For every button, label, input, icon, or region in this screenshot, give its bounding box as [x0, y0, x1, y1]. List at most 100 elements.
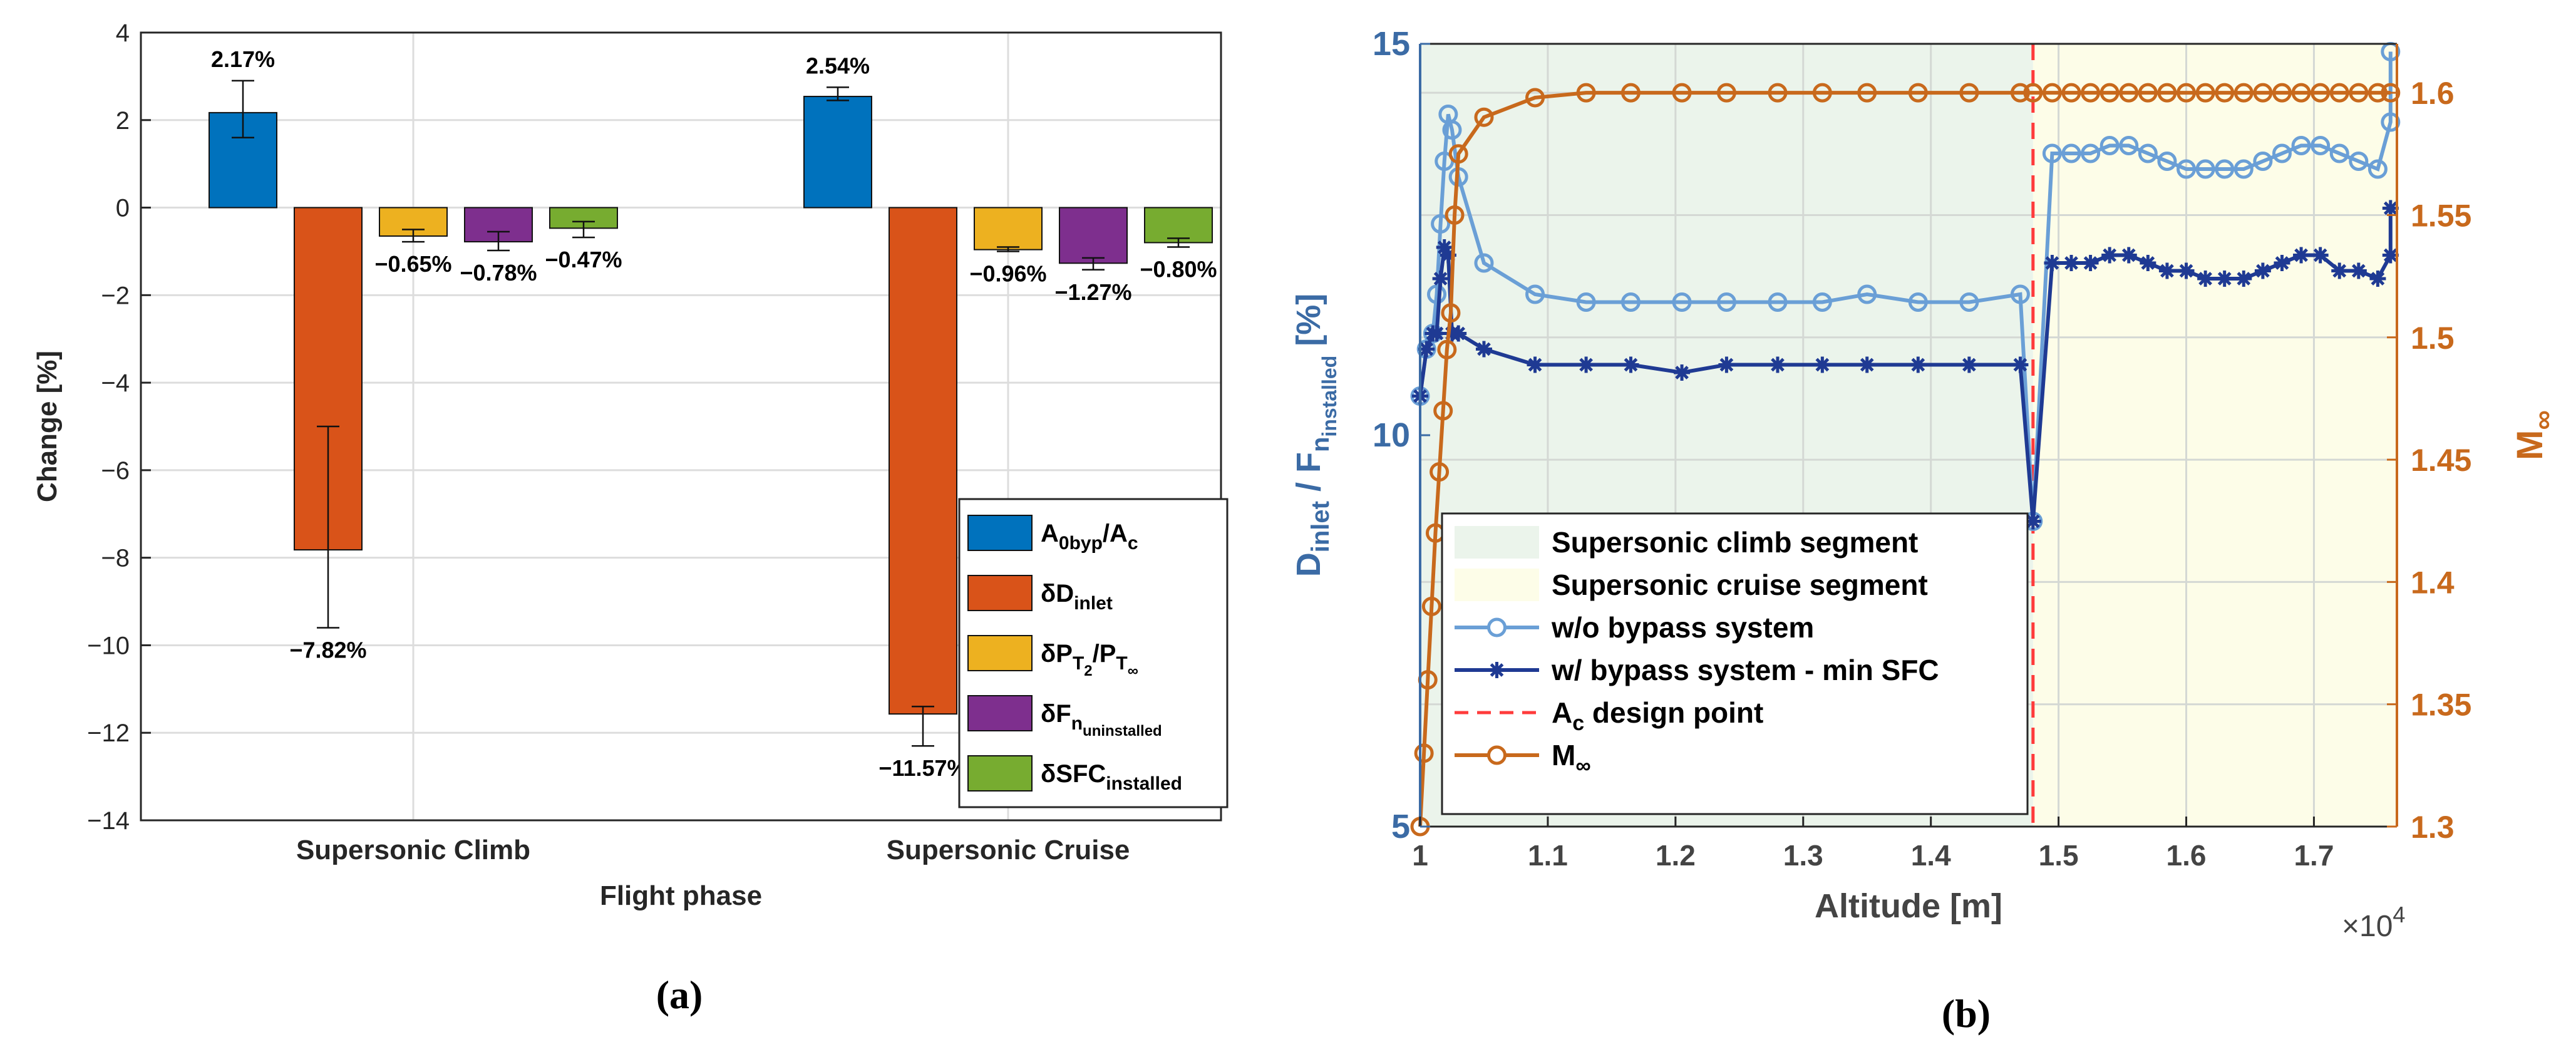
data-point [1442, 120, 1462, 140]
data-point [2215, 83, 2235, 103]
bar [1144, 207, 1213, 244]
data-point [1908, 292, 1928, 312]
data-point [1716, 83, 1736, 103]
data-point [2253, 152, 2273, 171]
data-point [2291, 136, 2311, 155]
data-point [1960, 356, 1977, 373]
y-tick-label: −4 [101, 369, 130, 397]
x-multiplier: ×104 [2342, 902, 2405, 943]
bar [889, 207, 957, 715]
data-point [2099, 83, 2120, 103]
series-line [1418, 51, 2393, 522]
data-point [1857, 284, 1877, 304]
data-point [2081, 143, 2101, 163]
panel-a: 2.17% 2.54% −7.82% −11.57% −0.65% −0.96% −0.78… [32, 19, 1229, 1017]
data-point [1622, 356, 1639, 373]
data-point [1769, 356, 1786, 373]
x-tick-label: 1.2 [1656, 839, 1696, 872]
y-tick-label-right: 1.3 [2411, 810, 2455, 845]
data-point [2329, 143, 2349, 163]
legend-swatch [967, 755, 1033, 792]
legend-label: Ac design point [1552, 696, 1763, 735]
legend-text: M [1552, 739, 1575, 771]
data-point [1445, 205, 1465, 225]
legend-subscript: ∞ [1575, 754, 1590, 778]
legend-label: w/o bypass system [1551, 611, 1814, 644]
x-tick-label: 1.5 [2039, 839, 2079, 872]
data-point [1858, 356, 1875, 373]
data-point [2233, 159, 2254, 179]
y-tick-label: −10 [87, 632, 130, 659]
data-point [1430, 462, 1450, 482]
data-point [1474, 107, 1494, 127]
legend-box [1441, 512, 2029, 815]
data-point [1437, 339, 1457, 359]
data-point [1431, 214, 1451, 234]
x-axis-label: Flight phase [600, 880, 762, 911]
data-point [1475, 341, 1492, 358]
legend-text: A [1552, 696, 1572, 729]
data-point [2329, 83, 2349, 103]
x-tick-label: 1.1 [1528, 839, 1568, 872]
data-point [2082, 255, 2099, 271]
multiplier-base: ×10 [2342, 910, 2393, 943]
y-tick-label-right: 1.6 [2411, 76, 2455, 111]
legend-swatch [967, 575, 1033, 611]
legend-swatch [967, 515, 1033, 551]
legend-subscript: 0byp [1059, 533, 1103, 554]
data-point [2197, 271, 2214, 287]
y-tick-label: −12 [87, 719, 130, 747]
data-point [2369, 271, 2386, 287]
legend-label: Supersonic cruise segment [1552, 569, 1928, 601]
data-point [1527, 356, 1543, 373]
legend-label: δDinlet [1041, 580, 1113, 614]
data-point [2119, 83, 2139, 103]
label-part: / F [1290, 452, 1327, 501]
y-tick-label: −8 [101, 545, 130, 572]
label-part: D [1290, 552, 1327, 577]
legend-subscript: ∞ [1128, 663, 1138, 679]
y-tick-label: −2 [101, 282, 130, 309]
data-point [2138, 143, 2158, 163]
data-point [2311, 83, 2331, 103]
bar [803, 96, 872, 209]
legend-text: design point [1584, 696, 1763, 729]
data-point [1620, 83, 1641, 103]
data-point [2178, 262, 2195, 279]
y-tick-label-left: 10 [1373, 416, 1410, 454]
data-point [1812, 83, 1832, 103]
legend-text: /A [1103, 520, 1128, 547]
y-tick-label-right: 1.5 [2411, 321, 2455, 356]
data-label: −0.65% [374, 251, 451, 277]
data-point [1718, 356, 1735, 373]
data-point [2177, 83, 2197, 103]
data-point [2012, 356, 2029, 373]
data-point [1448, 144, 1468, 164]
bar [1059, 207, 1128, 264]
data-point [1525, 284, 1545, 304]
data-point [1674, 364, 1691, 381]
data-point [1436, 239, 1453, 255]
x-tick-label: 1.3 [1783, 839, 1823, 872]
data-point [2381, 83, 2401, 103]
legend-swatch [967, 635, 1033, 671]
data-label: −0.96% [969, 260, 1046, 286]
legend-subscript: n [1071, 713, 1083, 734]
data-point [1959, 292, 1979, 312]
multiplier-exponent: 4 [2393, 902, 2405, 927]
x-tick-label: Supersonic Climb [296, 835, 530, 865]
data-point [1576, 83, 1596, 103]
legend-label: δFnuninstalled [1041, 700, 1162, 740]
legend-subscript: c [1128, 533, 1138, 554]
legend-label: δPT2/PT∞ [1041, 640, 1138, 679]
y-tick-label-left: 5 [1391, 808, 1410, 845]
y-tick-label-right: 1.55 [2411, 198, 2471, 233]
data-point [1857, 83, 1877, 103]
data-point [1672, 83, 1692, 103]
y-tick-label-right: 1.35 [2411, 688, 2471, 723]
y-tick-label: 0 [116, 195, 130, 222]
data-point [1768, 292, 1788, 312]
legend-label: w/ bypass system - min SFC [1551, 654, 1939, 686]
legend-text: /P [1093, 640, 1116, 668]
legend-swatch [1455, 569, 1539, 601]
